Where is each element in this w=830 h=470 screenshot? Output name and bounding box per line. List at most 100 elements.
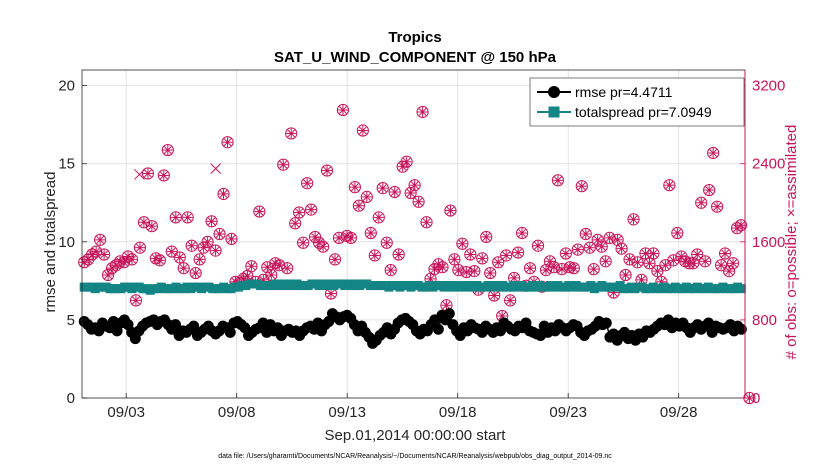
obs-count-point: [376, 182, 389, 195]
chart-title-line2: SAT_U_WIND_COMPONENT @ 150 hPa: [274, 49, 557, 66]
obs-count-point: [281, 262, 294, 275]
obs-possible-marker: [121, 250, 135, 263]
obs-count-point: [253, 205, 266, 218]
obs-possible-marker: [730, 222, 744, 235]
obs-possible-marker: [372, 211, 385, 224]
obs-count-point: [392, 248, 405, 261]
obs-possible-marker: [368, 249, 381, 262]
legend-totalspread-label: totalspread pr=7.0949: [575, 104, 712, 120]
obs-possible-marker: [86, 248, 99, 261]
totalspread-point: [736, 284, 746, 294]
obs-count-point: [129, 294, 143, 307]
obs-count-point: [468, 264, 481, 278]
obs-count-point: [500, 249, 513, 262]
obs-possible-marker: [285, 127, 298, 140]
x-tick-label: 09/28: [660, 404, 698, 421]
obs-possible-marker: [627, 213, 640, 226]
obs-count-point: [265, 268, 278, 282]
left-tick-label: 10: [58, 234, 75, 251]
obs-count-point: [205, 215, 218, 228]
obs-count-point: [492, 256, 505, 269]
obs-possible-marker: [98, 248, 111, 261]
obs-possible-marker: [448, 253, 461, 266]
obs-possible-marker: [177, 262, 190, 275]
obs-possible-marker: [404, 186, 417, 200]
obs-possible-marker: [173, 251, 186, 264]
obs-count-point: [711, 200, 724, 213]
obs-possible-marker: [221, 136, 234, 149]
obs-possible-marker: [169, 211, 182, 224]
obs-count-point: [165, 245, 178, 258]
obs-assimilated-x-marker: [134, 169, 145, 180]
obs-count-point: [663, 179, 676, 192]
obs-count-point: [380, 236, 393, 249]
obs-count-point: [523, 262, 537, 275]
obs-count-point: [301, 177, 314, 190]
obs-count-point: [504, 294, 517, 307]
obs-possible-marker: [245, 260, 258, 273]
obs-possible-marker: [213, 227, 226, 241]
obs-count-point: [328, 253, 342, 266]
obs-possible-marker: [293, 206, 306, 219]
obs-count-point: [464, 248, 477, 261]
obs-possible-marker: [722, 264, 736, 278]
rmse-point: [188, 320, 200, 332]
obs-possible-marker: [667, 254, 680, 267]
obs-count-point: [695, 196, 708, 209]
x-tick-label: 09/08: [218, 404, 256, 421]
left-tick-label: 20: [58, 78, 75, 95]
obs-count-point: [615, 242, 628, 255]
obs-count-point: [707, 146, 720, 160]
left-tick-label: 5: [67, 312, 75, 329]
obs-count-point: [687, 257, 700, 270]
obs-count-point: [591, 233, 604, 246]
x-tick-label: 09/18: [439, 404, 477, 421]
obs-possible-marker: [137, 216, 151, 229]
x-axis-label: Sep.01,2014 00:00:00 start: [325, 427, 507, 444]
chart-title-line1: Tropics: [388, 29, 441, 46]
obs-possible-marker: [384, 264, 397, 277]
obs-count-point: [101, 268, 115, 282]
obs-possible-marker: [165, 245, 178, 258]
obs-count-point: [623, 253, 636, 266]
obs-possible-marker: [101, 268, 115, 282]
obs-possible-marker: [94, 233, 107, 246]
obs-possible-marker: [277, 158, 290, 171]
left-axis-label: rmse and totalspread: [42, 172, 59, 313]
obs-possible-marker: [456, 237, 469, 250]
obs-possible-marker: [356, 124, 369, 137]
obs-possible-marker: [599, 255, 612, 268]
obs-count-point: [715, 259, 728, 272]
obs-count-point: [555, 263, 568, 276]
obs-possible-marker: [281, 262, 294, 275]
obs-count-point: [161, 143, 174, 157]
obs-count-point: [408, 179, 421, 192]
obs-count-point: [734, 219, 748, 232]
obs-possible-marker: [364, 226, 377, 240]
obs-possible-marker: [189, 266, 202, 280]
obs-count-point: [344, 231, 358, 245]
obs-possible-marker: [209, 244, 222, 257]
obs-count-point: [396, 160, 409, 173]
obs-count-point: [404, 186, 417, 200]
obs-count-point: [448, 253, 461, 266]
obs-possible-marker: [571, 243, 584, 256]
obs-possible-marker: [205, 215, 218, 228]
x-tick-label: 09/23: [549, 404, 587, 421]
obs-possible-marker: [504, 294, 517, 307]
obs-count-point: [436, 261, 449, 274]
right-axis-ticks: 0 800 1600 2400 3200: [740, 78, 785, 407]
obs-count-point: [611, 233, 624, 246]
obs-count-point: [515, 226, 529, 240]
obs-count-point: [336, 103, 350, 117]
obs-count-point: [659, 259, 672, 272]
obs-count-point: [400, 155, 413, 168]
legend-rmse-marker: [548, 86, 560, 98]
obs-count-point: [201, 235, 214, 248]
obs-count-point: [599, 255, 612, 268]
obs-count-point: [460, 265, 473, 279]
obs-possible-marker: [376, 182, 389, 195]
obs-possible-marker: [615, 242, 628, 255]
